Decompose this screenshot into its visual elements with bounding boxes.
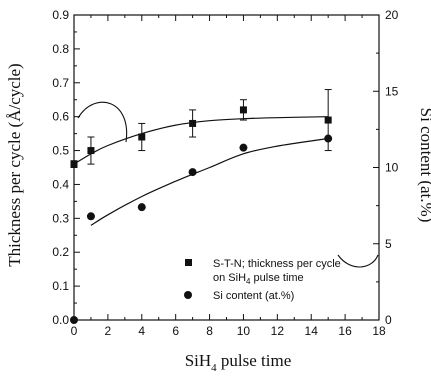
decorative-arc xyxy=(337,254,379,268)
data-point-circle xyxy=(188,168,197,177)
legend-label-1b-tail: pulse time xyxy=(250,272,303,284)
y-tick-label: 0.2 xyxy=(52,245,69,259)
data-point-square xyxy=(189,119,197,127)
y2-tick-label: 10 xyxy=(385,161,399,175)
legend: S-T-N; thickness per cycle on SiH4 pulse … xyxy=(184,258,341,302)
legend-label-2: Si content (at.%) xyxy=(213,290,294,302)
x-axis-title-sub: 4 xyxy=(211,362,217,374)
x-tick-label: 2 xyxy=(105,324,112,338)
x-tick-label: 14 xyxy=(305,324,319,338)
y-tick-label: 0.4 xyxy=(52,177,69,191)
x-axis-title: SiH4 pulse time xyxy=(185,351,292,374)
x-tick-label: 10 xyxy=(237,324,251,338)
legend-label-1b-sub: 4 xyxy=(246,277,251,286)
legend-label-1: S-T-N; thickness per cycle xyxy=(213,258,341,270)
data-point-square xyxy=(239,106,247,114)
x-tick-label: 0 xyxy=(71,324,78,338)
y-tick-label: 0.0 xyxy=(52,313,69,327)
data-point-circle xyxy=(86,212,95,221)
plot-axes: 0 2 4 6 8 10 12 14 16 18 0.0 0.1 0.2 0.3 0.4 0.5 0.6 0.7 0… xyxy=(52,8,398,338)
data-point-circle xyxy=(70,316,78,324)
x-tick-label: 8 xyxy=(206,324,213,338)
x-tick-label: 4 xyxy=(138,324,145,338)
data-point-circle xyxy=(137,203,146,212)
y2-tick-label: 20 xyxy=(385,8,399,22)
x-tick-label: 6 xyxy=(172,324,179,338)
y-tick-label: 0.5 xyxy=(52,144,69,158)
x-axis-title-tail: pulse time xyxy=(217,351,292,370)
decorative-arc xyxy=(77,101,128,143)
y-tick-label: 0.7 xyxy=(52,76,69,90)
data-point-square xyxy=(138,133,146,141)
data-point-circle xyxy=(239,143,248,152)
x-tick-label: 18 xyxy=(372,324,386,338)
fit-curve-1 xyxy=(73,116,329,165)
legend-label-1b: on SiH4 pulse time xyxy=(213,272,304,286)
legend-marker-circle xyxy=(184,291,192,299)
data-point-square xyxy=(87,147,95,155)
data-marks xyxy=(70,89,333,324)
y-tick-label: 0.8 xyxy=(52,42,69,56)
y-tick-label: 0.1 xyxy=(52,279,69,293)
data-point-circle xyxy=(324,134,333,143)
y-tick-label: 0.3 xyxy=(52,211,69,225)
y-tick-label: 0.6 xyxy=(52,110,69,124)
fit-curves xyxy=(73,116,329,226)
decorative-arcs xyxy=(77,101,379,268)
x-tick-label: 12 xyxy=(271,324,285,338)
legend-marker-square xyxy=(185,259,192,266)
y-tick-label: 0.9 xyxy=(52,8,69,22)
y2-axis-title: Si content (at.%) xyxy=(417,108,431,223)
x-tick-label: 16 xyxy=(338,324,352,338)
y2-tick-label: 5 xyxy=(385,237,392,251)
data-point-square xyxy=(324,116,332,124)
y2-tick-label: 15 xyxy=(385,84,399,98)
fit-curve-2 xyxy=(90,137,329,226)
data-point-square xyxy=(70,160,78,168)
y2-tick-label: 0 xyxy=(385,313,392,327)
y-axis-title: Thickness per cycle (Å/cycle) xyxy=(5,63,24,266)
x-axis-title-main: SiH xyxy=(185,351,211,370)
legend-label-1b-main: on SiH xyxy=(213,272,246,284)
